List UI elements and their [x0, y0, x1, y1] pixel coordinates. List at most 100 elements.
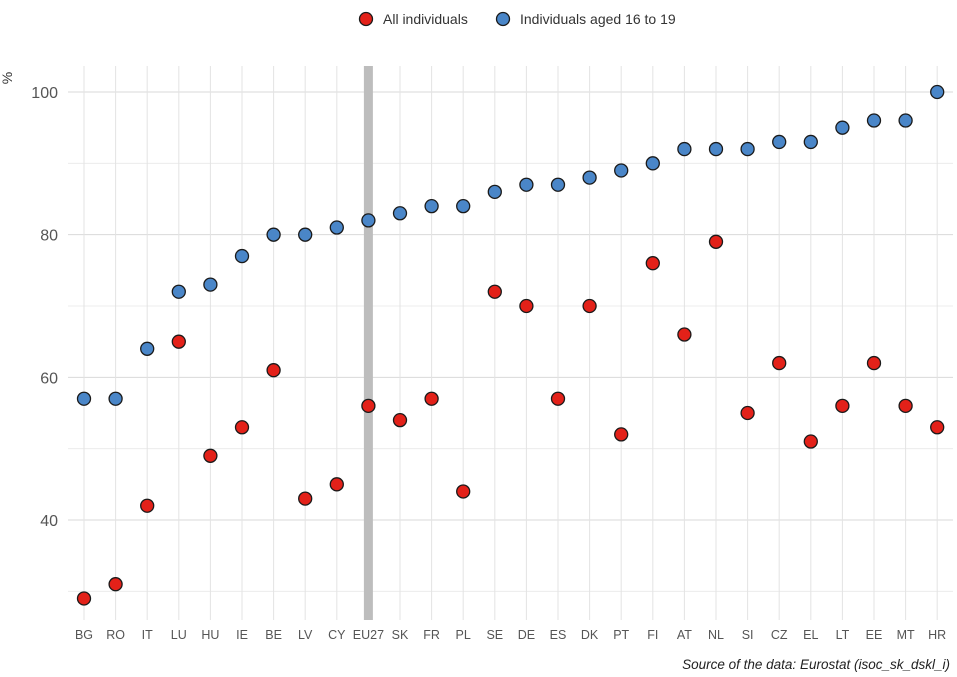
data-point: [708, 234, 724, 249]
data-point: [234, 420, 250, 435]
legend-label: All individuals: [383, 11, 468, 27]
data-point: [866, 113, 882, 128]
data-point: [140, 498, 155, 513]
data-point: [866, 355, 882, 371]
x-axis: BG RO IT LU HU IE BE LV CY EU27 SK FR PL SE DE ES DK PT FI…: [75, 628, 946, 642]
data-point: [487, 184, 502, 200]
y-tick-label: 80: [40, 228, 58, 245]
data-point: [76, 591, 92, 606]
data-point: [930, 420, 945, 435]
data-point: [487, 284, 502, 299]
x-tick-label: NL: [708, 628, 724, 642]
series-aged-16-19: [76, 84, 945, 406]
data-point: [361, 213, 376, 228]
y-axis-label: %: [0, 72, 15, 84]
x-tick-label: MT: [897, 628, 915, 642]
data-point: [171, 284, 186, 299]
data-point: [677, 141, 692, 157]
source-note: Source of the data: Eurostat (isoc_sk_ds…: [682, 657, 950, 672]
data-point: [108, 391, 123, 406]
data-point: [614, 427, 629, 442]
data-point: [76, 391, 92, 406]
data-point: [740, 141, 755, 157]
x-tick-label: ES: [550, 628, 567, 642]
x-tick-label: BE: [265, 628, 282, 642]
x-tick-label: SI: [742, 628, 754, 642]
x-tick-label: CZ: [771, 628, 788, 642]
data-point: [582, 298, 597, 314]
y-axis: 40 60 80 100: [31, 85, 58, 530]
x-tick-label: DK: [581, 628, 599, 642]
x-tick-label: PT: [613, 628, 629, 642]
data-point: [772, 355, 787, 371]
x-tick-label: PL: [456, 628, 471, 642]
gridlines: [68, 66, 953, 620]
x-tick-label: AT: [677, 628, 692, 642]
data-point: [835, 120, 850, 135]
data-point: [298, 227, 313, 242]
data-point: [898, 113, 913, 128]
data-point: [298, 491, 313, 506]
data-point: [266, 363, 281, 378]
x-tick-label: SE: [486, 628, 503, 642]
data-point: [266, 227, 281, 242]
x-tick-label: LV: [298, 628, 313, 642]
x-tick-label: LU: [171, 628, 187, 642]
x-tick-label: EL: [803, 628, 818, 642]
data-point: [645, 256, 660, 271]
data-point: [803, 134, 818, 150]
data-point: [456, 484, 471, 499]
data-point: [614, 163, 629, 178]
data-point: [772, 134, 787, 150]
data-point: [392, 206, 408, 221]
data-point: [550, 391, 566, 406]
x-tick-label: EE: [866, 628, 883, 642]
data-point: [456, 198, 471, 214]
data-point: [203, 277, 218, 292]
x-tick-label: CY: [328, 628, 346, 642]
y-tick-label: 60: [40, 370, 58, 387]
data-point: [930, 84, 945, 100]
x-tick-label: SK: [392, 628, 409, 642]
data-point: [140, 341, 155, 356]
data-point: [361, 398, 376, 414]
data-point: [234, 248, 250, 264]
legend-label: Individuals aged 16 to 19: [520, 11, 676, 27]
x-tick-label: FI: [647, 628, 658, 642]
data-point: [803, 434, 818, 449]
data-point: [424, 391, 439, 406]
data-points: [76, 84, 945, 606]
data-point: [519, 177, 534, 192]
data-point: [898, 398, 913, 414]
data-point: [108, 577, 123, 592]
data-point: [519, 298, 534, 314]
eu27-highlight-band: [363, 66, 373, 620]
data-point: [550, 177, 566, 192]
legend-marker: [495, 11, 511, 27]
data-point: [645, 156, 660, 171]
x-tick-label: FR: [423, 628, 440, 642]
data-point: [582, 170, 597, 185]
data-point: [708, 141, 724, 157]
x-tick-label: IT: [142, 628, 153, 642]
data-point: [835, 398, 850, 414]
data-point: [329, 477, 344, 492]
x-tick-label: LT: [836, 628, 850, 642]
y-tick-label: 100: [31, 85, 58, 102]
data-point: [203, 448, 218, 463]
data-point: [171, 334, 186, 349]
x-tick-label: BG: [75, 628, 93, 642]
x-tick-label: HU: [201, 628, 219, 642]
legend-marker: [358, 11, 374, 27]
data-point: [740, 405, 755, 421]
y-tick-label: 40: [40, 513, 58, 530]
x-tick-label: HR: [928, 628, 946, 642]
x-tick-label: RO: [106, 628, 125, 642]
data-point: [329, 220, 344, 235]
legend: All individuals Individuals aged 16 to 19: [358, 11, 676, 27]
x-tick-label: EU27: [353, 628, 384, 642]
data-point: [392, 412, 408, 428]
data-point: [677, 327, 692, 342]
x-tick-label: DE: [518, 628, 535, 642]
